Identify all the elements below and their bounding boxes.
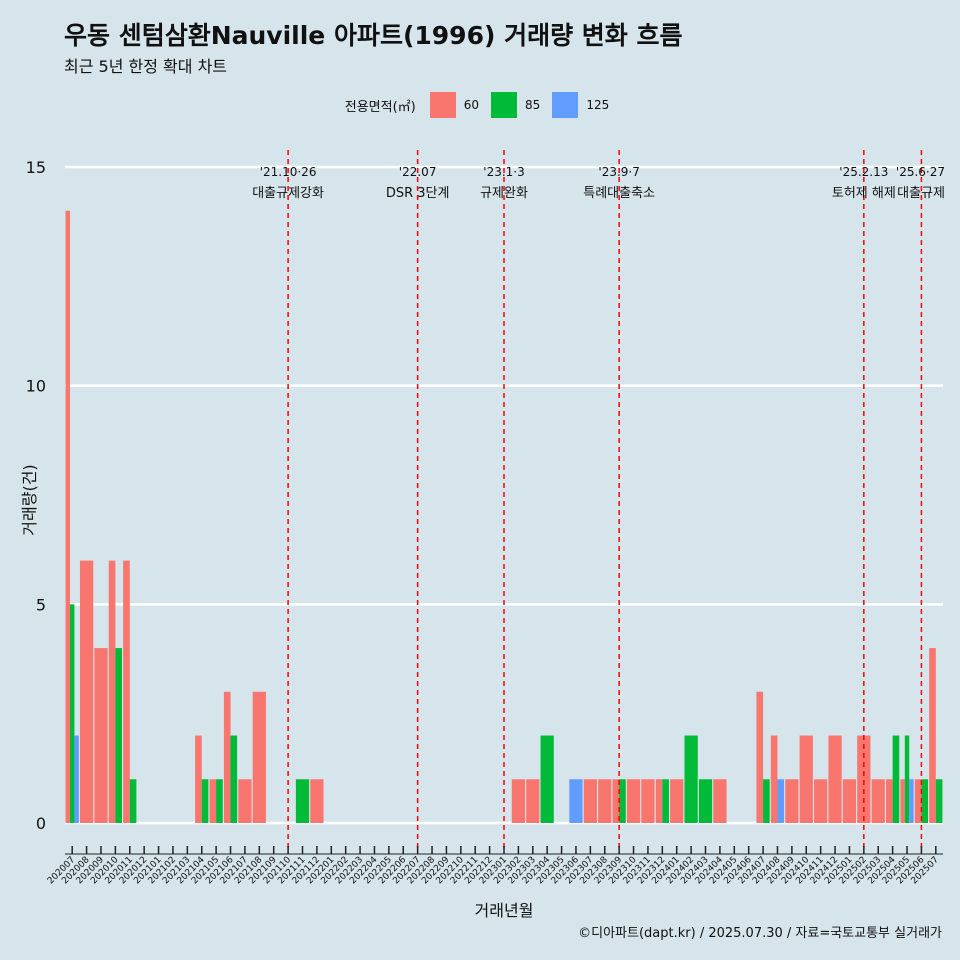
bar-202007-85 bbox=[69, 604, 75, 823]
bar-202407-85 bbox=[763, 779, 770, 823]
legend: 전용면적(㎡) 60 85 125 bbox=[0, 92, 960, 118]
bar-202307-60 bbox=[583, 779, 597, 823]
bar-202501-60 bbox=[842, 779, 857, 823]
bar-202505-85 bbox=[904, 735, 910, 823]
bar-202306-125 bbox=[569, 779, 583, 823]
bar-202309-85 bbox=[619, 779, 626, 823]
x-axis-label: 거래년월 bbox=[474, 901, 534, 920]
bar-202401-60 bbox=[670, 779, 684, 823]
bar-202504-85 bbox=[892, 735, 900, 823]
bar-202309-60 bbox=[612, 779, 620, 823]
chart-title: 우동 센텀삼환Nauville 아파트(1996) 거래량 변화 흐름 bbox=[64, 21, 683, 50]
bar-202408-125 bbox=[777, 779, 785, 823]
event-label-202502: 토허제 해제 bbox=[832, 186, 896, 201]
event-label-202110: 대출규제강화 bbox=[252, 186, 324, 201]
bar-202506-85 bbox=[921, 779, 929, 823]
bar-202104-60 bbox=[195, 735, 202, 823]
bar-202312-85 bbox=[662, 779, 669, 823]
legend-item-85: 85 bbox=[491, 92, 546, 118]
bar-202106-85 bbox=[230, 735, 238, 823]
bar-202506-60 bbox=[914, 779, 922, 823]
bar-202011-60 bbox=[123, 560, 130, 823]
legend-key-85 bbox=[491, 92, 518, 118]
bar-202408-60 bbox=[770, 735, 778, 823]
bar-202112-60 bbox=[310, 779, 324, 823]
legend-key-125 bbox=[552, 92, 579, 118]
bar-202503-60 bbox=[871, 779, 885, 823]
bar-202007-60 bbox=[65, 210, 70, 823]
legend-item-60: 60 bbox=[429, 92, 485, 118]
source-caption: ©디아파트(dapt.kr) / 2025.07.30 / 자료=국토교통부 실… bbox=[578, 926, 942, 941]
event-label-202301: 규제완화 bbox=[480, 186, 528, 201]
bar-202404-60 bbox=[713, 779, 727, 823]
legend-item-125: 125 bbox=[552, 92, 615, 118]
bar-202011-85 bbox=[129, 779, 137, 823]
bar-202107-60 bbox=[238, 779, 252, 823]
event-date-202502: '25.2.13 bbox=[839, 165, 888, 179]
bar-202507-60 bbox=[929, 648, 936, 823]
bar-202312-60 bbox=[655, 779, 663, 823]
chart-subtitle: 최근 5년 한정 확대 차트 bbox=[64, 57, 228, 76]
bar-202108-60 bbox=[252, 691, 266, 823]
bar-202010-60 bbox=[108, 560, 116, 823]
bars bbox=[65, 210, 943, 823]
event-label-202207: DSR 3단계 bbox=[386, 186, 450, 201]
event-date-202309: '23.9·7 bbox=[598, 165, 639, 179]
y-tick-label-5: 5 bbox=[36, 595, 46, 614]
legend-key-60 bbox=[429, 92, 456, 118]
event-date-202301: '23.1·3 bbox=[483, 165, 524, 179]
y-tick-label-10: 10 bbox=[26, 377, 46, 396]
event-label-202309: 특례대출축소 bbox=[583, 186, 655, 201]
bar-202410-60 bbox=[799, 735, 813, 823]
bar-202105-85 bbox=[216, 779, 223, 823]
bar-202412-60 bbox=[828, 735, 842, 823]
event-date-202207: '22.07 bbox=[399, 165, 437, 179]
event-date-202506: '25.6·27 bbox=[896, 165, 945, 179]
bar-202302-60 bbox=[511, 779, 526, 823]
bar-202505-125 bbox=[909, 779, 914, 823]
bar-202010-85 bbox=[115, 648, 122, 823]
bar-202106-60 bbox=[223, 691, 231, 823]
legend-label-125: 125 bbox=[586, 98, 610, 112]
bar-202008-60 bbox=[79, 560, 94, 823]
bar-202411-60 bbox=[814, 779, 828, 823]
event-markers: '21.10·26 대출규제강화 '22.07 DSR 3단계 '23.1·3 규제완화 '… bbox=[252, 150, 945, 850]
legend-label-60: 60 bbox=[463, 98, 480, 112]
bar-202007-125 bbox=[74, 735, 79, 823]
event-date-202110: '21.10·26 bbox=[260, 165, 317, 179]
y-tick-label-0: 0 bbox=[36, 814, 46, 833]
legend-label-85: 85 bbox=[525, 98, 541, 112]
bar-202402-85 bbox=[684, 735, 698, 823]
bar-202505-60 bbox=[900, 779, 905, 823]
bar-202507-85 bbox=[935, 779, 943, 823]
bar-202409-60 bbox=[785, 779, 799, 823]
y-tick-label-15: 15 bbox=[26, 158, 46, 177]
bar-202111-85 bbox=[295, 779, 310, 823]
bar-202105-60 bbox=[209, 779, 217, 823]
bar-202311-60 bbox=[641, 779, 655, 823]
legend-title: 전용면적(㎡) bbox=[344, 99, 416, 115]
bar-202009-60 bbox=[94, 648, 108, 823]
bar-202504-60 bbox=[886, 779, 893, 823]
y-axis-label: 거래량(건) bbox=[20, 464, 39, 536]
bar-202303-60 bbox=[526, 779, 540, 823]
bar-202502-60 bbox=[857, 735, 871, 823]
bar-202310-60 bbox=[626, 779, 641, 823]
bar-202304-85 bbox=[540, 735, 554, 823]
event-label-202506: 대출규제 bbox=[897, 186, 945, 201]
bar-202104-85 bbox=[201, 779, 209, 823]
bar-202308-60 bbox=[598, 779, 612, 823]
bar-202407-60 bbox=[756, 691, 764, 823]
bar-202403-85 bbox=[698, 779, 713, 823]
